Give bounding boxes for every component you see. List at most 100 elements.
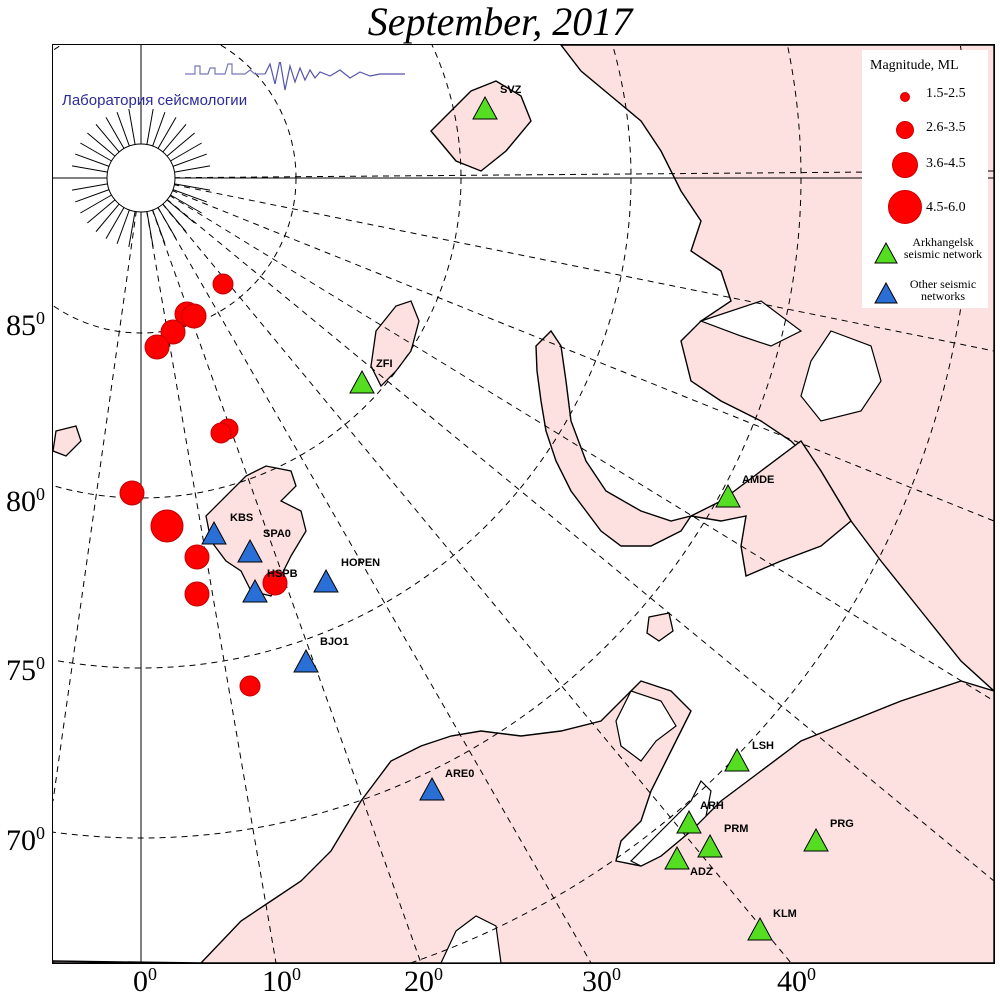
pole-ray	[146, 211, 154, 248]
pole-ray	[172, 153, 207, 167]
pole-ray	[162, 124, 187, 153]
station-marker-spa0[interactable]	[237, 538, 263, 563]
legend-row-2: 2.6-3.5	[862, 116, 988, 156]
pole-ray	[128, 211, 136, 248]
station-label-adz: ADZ	[690, 866, 713, 878]
pole-ray	[172, 189, 207, 203]
lon-label-10: 100	[262, 964, 301, 998]
station-label-arh: ARH	[700, 800, 724, 812]
white-sea	[629, 779, 712, 867]
pole-ray	[75, 153, 110, 167]
pole-ray	[71, 183, 108, 191]
station-marker-prm[interactable]	[697, 833, 723, 858]
station-label-zfi: ZFI	[376, 358, 393, 370]
pole-ray	[71, 165, 108, 173]
legend-dot-medium	[896, 121, 914, 139]
lon-label-40: 400	[777, 964, 816, 998]
lon-label-20: 200	[404, 964, 443, 998]
legend-triangle-green-icon	[874, 242, 898, 264]
earthquake-event	[184, 581, 210, 607]
earthquake-event	[181, 303, 207, 329]
station-marker-hspb[interactable]	[242, 578, 268, 603]
station-marker-svz[interactable]	[472, 95, 498, 120]
earthquake-event	[212, 273, 234, 295]
land-svz	[430, 80, 532, 172]
pole-ray	[87, 199, 116, 224]
pole-ray	[128, 108, 136, 145]
station-marker-arh[interactable]	[676, 809, 702, 834]
legend-label: 2.6-3.5	[926, 120, 966, 135]
station-marker-adz[interactable]	[664, 845, 690, 870]
pole-ray	[95, 124, 120, 153]
earthquake-event	[262, 570, 288, 596]
legend-other-label: Other seismic networks	[909, 277, 977, 303]
finland-lake	[440, 915, 502, 963]
lon-label-30: 300	[582, 964, 621, 998]
legend-row-4: 4.5-6.0	[862, 190, 988, 230]
legend-dot-small	[900, 92, 910, 102]
legend-row-3: 3.6-4.5	[862, 150, 988, 190]
legend-label: 4.5-6.0	[926, 200, 966, 215]
pole-marker	[106, 143, 176, 213]
pole-ray	[80, 194, 112, 214]
pole-ray	[162, 203, 187, 232]
land-novaya-zemlya	[535, 329, 693, 547]
pole-ray	[157, 207, 177, 239]
svalbard	[53, 300, 674, 642]
legend-dot-xlarge	[888, 190, 922, 224]
station-label-kbs: KBS	[230, 512, 254, 524]
station-marker-are0[interactable]	[419, 776, 445, 801]
earthquake-event	[160, 319, 186, 345]
pole-ray	[95, 203, 120, 232]
station-label-lsh: LSH	[752, 740, 774, 752]
station-label-klm: KLM	[773, 908, 797, 920]
station-marker-zfi[interactable]	[349, 369, 375, 394]
legend-label: 1.5-2.5	[926, 86, 966, 101]
earthquake-event	[119, 480, 145, 506]
pole-ray	[152, 112, 166, 147]
kola-bay	[615, 690, 677, 762]
pole-rays	[71, 108, 211, 248]
station-marker-bjo1[interactable]	[293, 648, 319, 673]
earthquake-event	[144, 334, 170, 360]
station-marker-prg[interactable]	[803, 827, 829, 852]
earthquake-event	[184, 544, 210, 570]
station-label-are0: ARE0	[445, 768, 475, 780]
pole-ray	[105, 207, 125, 239]
station-marker-hopen[interactable]	[313, 568, 339, 593]
map-title: September, 2017	[367, 0, 633, 44]
land-vaygach	[688, 439, 852, 577]
pole-ray	[87, 132, 116, 157]
gulf-north	[699, 300, 803, 347]
map-area[interactable]	[52, 44, 995, 964]
legend-title: Magnitude, ML	[870, 58, 959, 73]
station-label-spa0: SPA0	[263, 528, 291, 540]
lat-label-75: 750	[6, 653, 45, 687]
pole-ray	[157, 117, 177, 149]
pole-ray	[116, 209, 130, 244]
earthquake-event	[239, 675, 261, 697]
pole-ray	[174, 183, 211, 191]
legend-triangle-blue-icon	[874, 282, 898, 304]
station-marker-lsh[interactable]	[724, 747, 750, 772]
legend: Magnitude, ML 1.5-2.5 2.6-3.5 3.6-4.5 4.…	[862, 50, 988, 308]
station-label-hspb: HSPB	[267, 568, 298, 580]
pole-ray	[146, 108, 154, 145]
legend-dot-large	[892, 152, 918, 178]
lat-label-80: 800	[6, 484, 45, 518]
pole-ray	[174, 165, 211, 173]
pole-ray	[170, 194, 202, 214]
station-label-amde: AMDE	[742, 474, 775, 486]
pole-ray	[166, 132, 195, 157]
lab-logo	[185, 62, 405, 91]
station-label-prm: PRM	[724, 823, 749, 835]
events-layer	[119, 273, 288, 697]
pole-ray	[75, 189, 110, 203]
stations-layer	[201, 95, 829, 941]
station-marker-amde[interactable]	[715, 483, 741, 508]
pole-ray	[170, 142, 202, 162]
station-marker-kbs[interactable]	[201, 520, 227, 545]
pole-ray	[152, 209, 166, 244]
station-marker-klm[interactable]	[747, 916, 773, 941]
pechora-bay	[800, 330, 882, 422]
